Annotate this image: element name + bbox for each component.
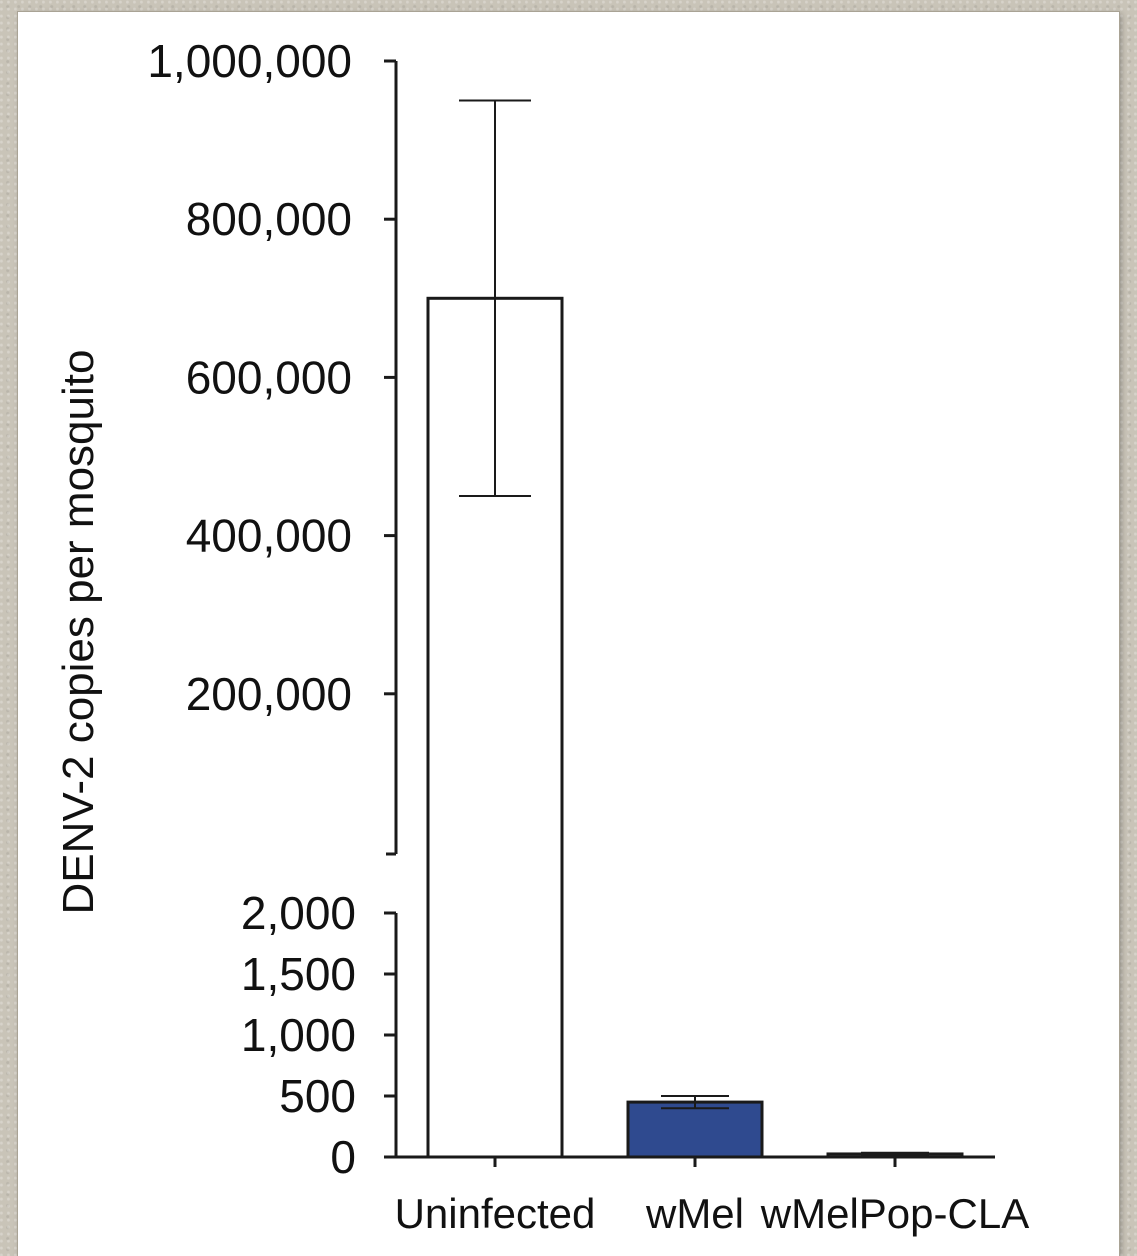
x-tick-label: wMelPop-CLA [760, 1190, 1029, 1237]
y-tick-label: 400,000 [186, 510, 352, 562]
tick-labels: 200,000 400,000 600,000 800,000 1,000,000 0 50… [147, 35, 1029, 1237]
error-bars [459, 99, 929, 1157]
y-tick-label: 2,000 [241, 887, 356, 939]
y-tick-label: 0 [330, 1131, 356, 1183]
y-axis-label: DENV-2 copies per mosquito [54, 350, 103, 915]
y-tick-label: 1,000 [241, 1009, 356, 1061]
y-tick-label: 1,000,000 [147, 35, 352, 87]
chart-panel [18, 12, 1119, 1256]
bars [426, 296, 964, 1159]
y-tick-label: 800,000 [186, 193, 352, 245]
y-tick-label: 600,000 [186, 351, 352, 403]
x-tick-label: Uninfected [395, 1190, 596, 1237]
y-tick-label: 500 [279, 1070, 356, 1122]
bar [626, 1100, 764, 1159]
y-tick-label: 1,500 [241, 948, 356, 1000]
y-tick-label: 200,000 [186, 668, 352, 720]
x-tick-label: wMel [645, 1190, 744, 1237]
